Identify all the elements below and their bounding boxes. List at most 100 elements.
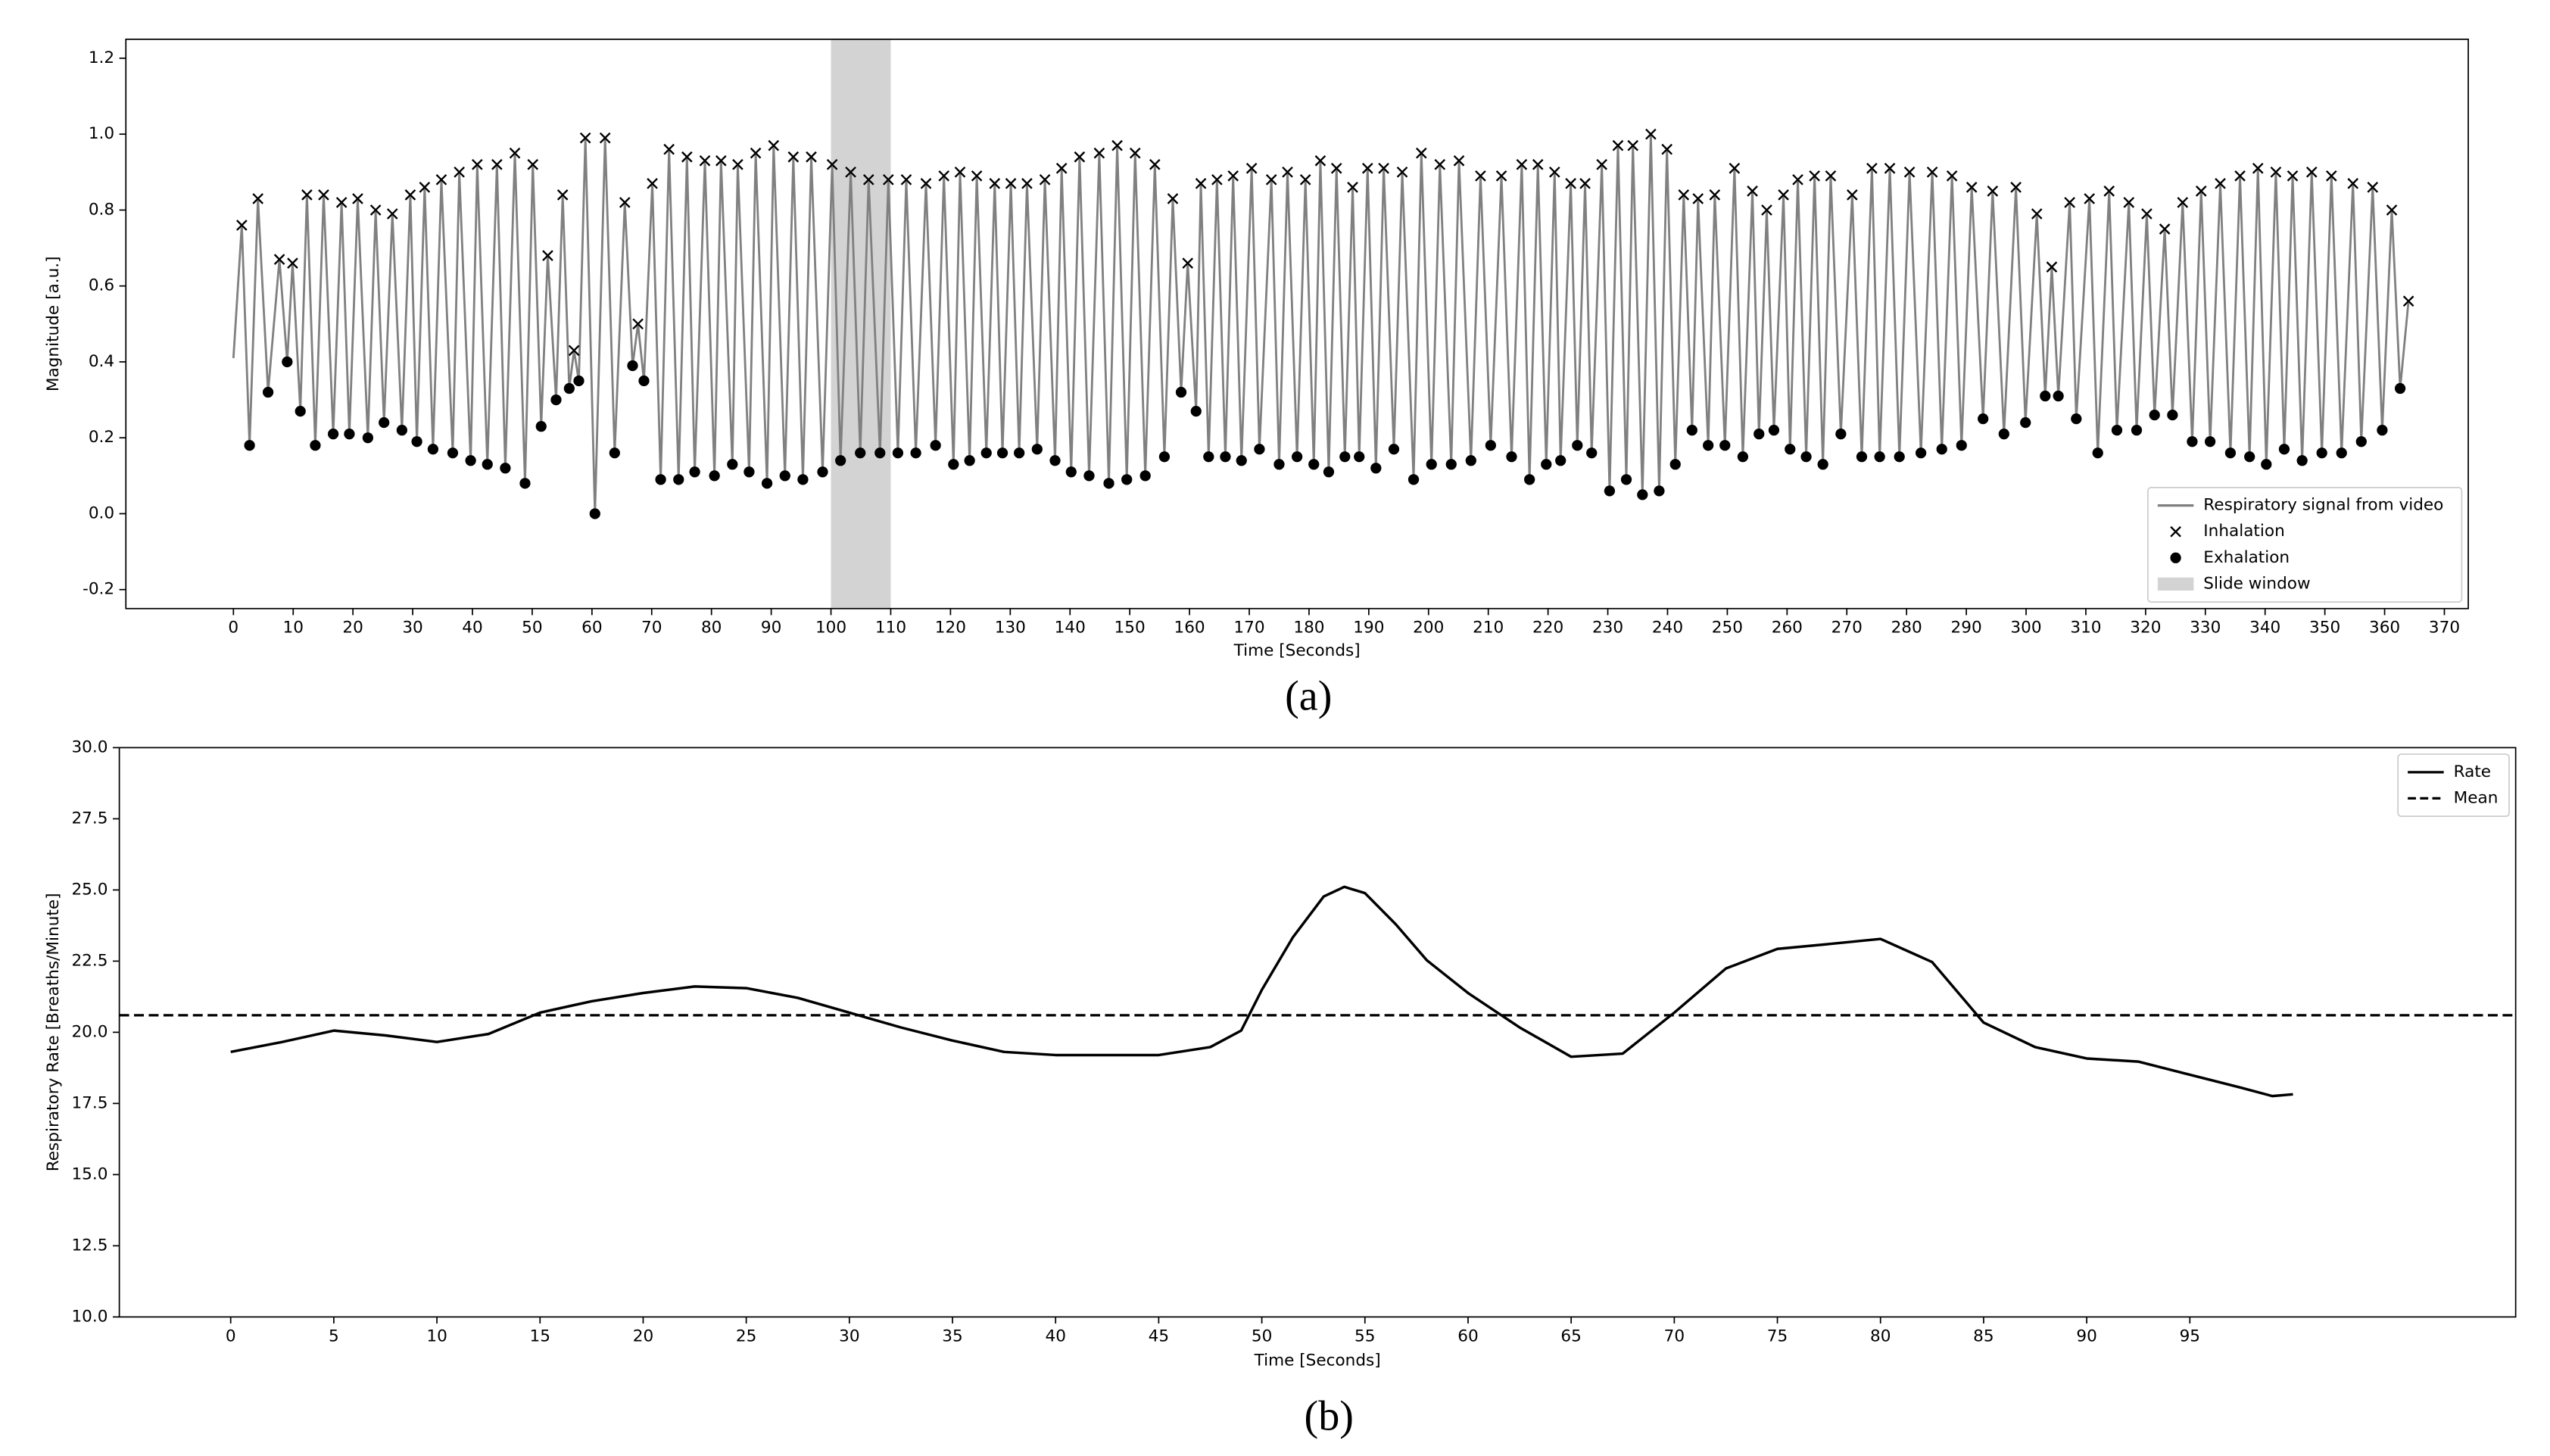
inhalation-marker — [556, 189, 569, 201]
inhalation-marker — [369, 204, 382, 216]
y-tick-label: 0.4 — [89, 352, 114, 371]
inhalation-marker — [1709, 189, 1721, 201]
x-tick-label: 160 — [1174, 619, 1205, 638]
exhalation-marker — [2204, 436, 2216, 447]
exhalation-marker — [2377, 425, 2388, 436]
exhalation-marker — [1485, 440, 1496, 451]
exhalation-marker — [295, 405, 306, 417]
exhalation-marker — [930, 440, 941, 451]
inhalation-marker — [419, 182, 431, 193]
x-tick-label: 90 — [2076, 1327, 2096, 1345]
exhalation-marker — [1620, 474, 1632, 485]
legend-label: Respiratory signal from video — [2203, 496, 2443, 515]
inhalation-marker — [989, 178, 1001, 189]
inhalation-marker — [352, 193, 363, 204]
inhalation-marker — [2305, 166, 2318, 178]
exhalation-marker — [1936, 444, 1947, 455]
x-tick-label: 360 — [2369, 619, 2400, 638]
inhalation-marker — [335, 197, 348, 208]
inhalation-marker — [1330, 162, 1342, 174]
exhalation-marker — [2244, 451, 2255, 463]
inhalation-marker — [2084, 193, 2095, 204]
exhalation-marker — [1800, 451, 1812, 463]
inhalation-marker — [1946, 170, 1958, 182]
inhalation-marker — [699, 154, 711, 167]
legend-label: Mean — [2454, 788, 2499, 807]
x-tick-label: 200 — [1413, 619, 1444, 638]
x-tick-label: 350 — [2309, 619, 2340, 638]
inhalation-marker — [1074, 151, 1086, 163]
inhalation-marker — [715, 154, 727, 167]
inhalation-marker — [1434, 158, 1446, 170]
exhalation-marker — [1586, 447, 1598, 459]
inhalation-marker — [1612, 139, 1624, 151]
exhalation-marker — [1445, 459, 1457, 470]
exhalation-marker — [1065, 466, 1077, 478]
exhalation-marker — [709, 470, 720, 482]
inhalation-marker — [1299, 174, 1311, 186]
exhalation-marker — [2071, 413, 2082, 425]
inhalation-marker — [527, 158, 539, 170]
inhalation-marker — [318, 189, 329, 201]
inhalation-marker — [301, 189, 313, 201]
x-tick-label: 85 — [1973, 1327, 1994, 1345]
exhalation-marker — [1654, 485, 1665, 497]
exhalation-marker — [2131, 425, 2143, 436]
inhalation-marker — [1245, 162, 1258, 174]
x-tick-label: 45 — [1149, 1327, 1169, 1345]
exhalation-marker — [1998, 429, 2009, 440]
y-tick-label: 1.2 — [89, 48, 114, 67]
legend-marker — [2170, 552, 2181, 563]
x-tick-label: 40 — [462, 619, 482, 638]
inhalation-marker — [1825, 170, 1837, 182]
inhalation-marker — [471, 158, 483, 170]
inhalation-marker — [2287, 170, 2299, 182]
exhalation-marker — [855, 447, 866, 459]
inhalation-marker — [2386, 204, 2398, 216]
y-tick-label: 15.0 — [71, 1164, 108, 1183]
inhalation-marker — [663, 143, 675, 155]
legend-box — [2147, 487, 2463, 603]
x-tick-label: 30 — [839, 1327, 859, 1345]
y-tick-label: 25.0 — [71, 880, 108, 899]
exhalation-marker — [1031, 444, 1043, 455]
inhalation-marker — [1314, 154, 1326, 167]
x-tick-label: 50 — [1252, 1327, 1272, 1345]
inhalation-marker — [1265, 174, 1277, 186]
exhalation-marker — [244, 440, 255, 451]
inhalation-marker — [273, 254, 285, 265]
caption: (b) — [1305, 1392, 1354, 1439]
exhalation-marker — [1506, 451, 1517, 463]
inhalation-marker — [632, 318, 644, 330]
exhalation-marker — [1637, 489, 1648, 500]
exhalation-marker — [1236, 455, 1247, 466]
exhalation-marker — [2040, 390, 2051, 402]
inhalation-marker — [971, 170, 983, 182]
inhalation-marker — [1565, 178, 1576, 189]
exhalation-marker — [1407, 474, 1420, 485]
y-tick-label: 17.5 — [71, 1093, 108, 1112]
inhalation-marker — [750, 147, 762, 159]
exhalation-marker — [817, 466, 828, 478]
inhalation-marker — [900, 174, 912, 186]
inhalation-marker — [1475, 170, 1486, 182]
exhalation-marker — [2092, 447, 2103, 459]
y-tick-label: 10.0 — [71, 1307, 108, 1326]
exhalation-marker — [1323, 466, 1335, 478]
exhalation-marker — [1273, 459, 1285, 470]
inhalation-marker — [806, 151, 817, 163]
y-tick-label: 0.8 — [89, 200, 114, 219]
exhalation-marker — [2316, 447, 2327, 459]
inhalation-marker — [2367, 182, 2379, 193]
x-tick-label: 120 — [935, 619, 966, 638]
inhalation-marker — [1167, 193, 1179, 204]
exhalation-marker — [1175, 386, 1187, 398]
inhalation-marker — [862, 174, 874, 186]
inhalation-marker — [1661, 143, 1672, 155]
exhalation-marker — [1254, 444, 1265, 455]
inhalation-marker — [1516, 158, 1528, 170]
inhalation-marker — [845, 166, 856, 178]
x-tick-label: 130 — [995, 619, 1026, 638]
inhalation-marker — [2064, 197, 2075, 208]
exhalation-marker — [2278, 444, 2290, 455]
